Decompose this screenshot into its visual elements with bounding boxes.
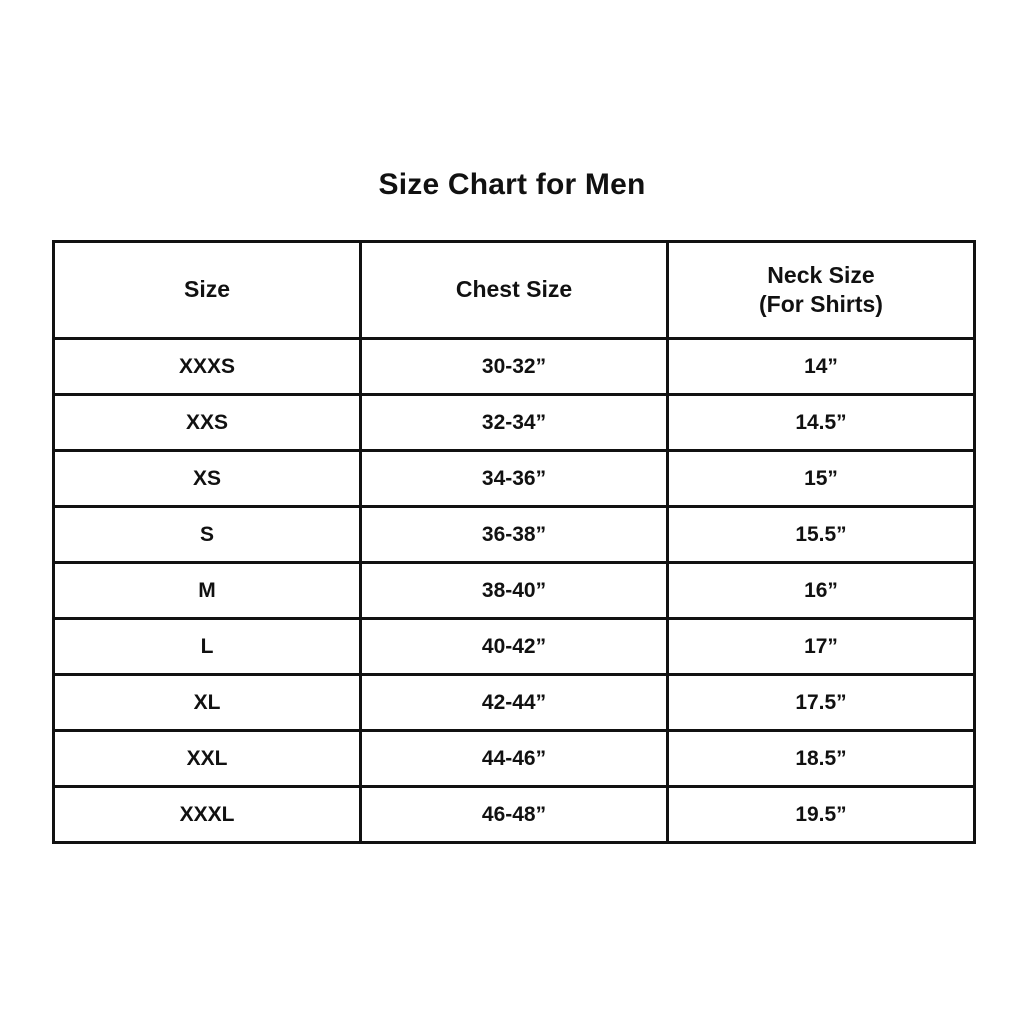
column-header-size: Size [52,240,362,340]
cell-neck: 15” [666,449,976,508]
table-row: XXXL 46-48” 19.5” [52,785,976,844]
cell-neck: 16” [666,561,976,620]
column-header-neck-size-label: Neck Size [767,261,875,288]
column-header-chest-size: Chest Size [359,240,669,340]
men-size-chart-table: Size Chest Size Neck Size (For Shirts) X… [52,240,976,844]
cell-size: XXL [52,729,362,788]
table-row: L 40-42” 17” [52,617,976,676]
cell-chest: 30-32” [359,337,669,396]
cell-chest: 32-34” [359,393,669,452]
cell-neck: 15.5” [666,505,976,564]
cell-neck: 14.5” [666,393,976,452]
column-header-size-label: Size [183,276,231,303]
cell-size: XL [52,673,362,732]
column-header-neck-size-sublabel: (For Shirts) [759,291,883,317]
table-row: XXL 44-46” 18.5” [52,729,976,788]
table-header: Size Chest Size Neck Size (For Shirts) [52,240,976,340]
cell-chest: 40-42” [359,617,669,676]
cell-chest: 38-40” [359,561,669,620]
size-table-container: Size Chest Size Neck Size (For Shirts) X… [52,240,976,844]
table-row: M 38-40” 16” [52,561,976,620]
table-row: XXXS 30-32” 14” [52,337,976,396]
cell-chest: 44-46” [359,729,669,788]
cell-neck: 18.5” [666,729,976,788]
cell-size: XXXS [52,337,362,396]
page-title: Size Chart for Men [378,168,646,201]
table-row: XS 34-36” 15” [52,449,976,508]
cell-chest: 34-36” [359,449,669,508]
table-row: S 36-38” 15.5” [52,505,976,564]
table-body: XXXS 30-32” 14” XXS 32-34” 14.5” XS 34-3… [52,337,976,844]
table-row: XXS 32-34” 14.5” [52,393,976,452]
column-header-neck-size: Neck Size (For Shirts) [666,240,976,340]
cell-chest: 36-38” [359,505,669,564]
cell-size: M [52,561,362,620]
cell-neck: 17.5” [666,673,976,732]
cell-chest: 46-48” [359,785,669,844]
cell-neck: 19.5” [666,785,976,844]
cell-neck: 14” [666,337,976,396]
column-header-chest-size-label: Chest Size [455,276,573,303]
cell-size: L [52,617,362,676]
table-row: XL 42-44” 17.5” [52,673,976,732]
cell-neck: 17” [666,617,976,676]
cell-size: S [52,505,362,564]
cell-chest: 42-44” [359,673,669,732]
cell-size: XXXL [52,785,362,844]
cell-size: XS [52,449,362,508]
cell-size: XXS [52,393,362,452]
table-header-row: Size Chest Size Neck Size (For Shirts) [52,240,976,340]
